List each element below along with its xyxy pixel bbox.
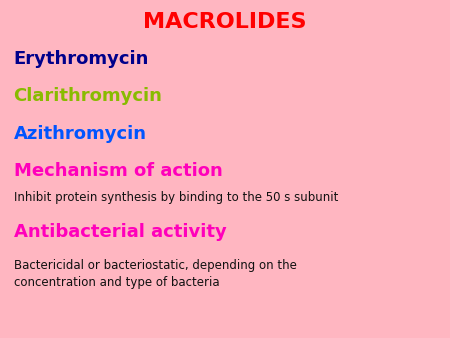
Text: Inhibit protein synthesis by binding to the 50 s subunit: Inhibit protein synthesis by binding to … — [14, 191, 338, 204]
Text: MACROLIDES: MACROLIDES — [143, 12, 307, 32]
Text: Antibacterial activity: Antibacterial activity — [14, 222, 226, 241]
Text: Clarithromycin: Clarithromycin — [14, 87, 162, 105]
Text: Erythromycin: Erythromycin — [14, 50, 149, 68]
Text: Azithromycin: Azithromycin — [14, 124, 147, 143]
Text: Bactericidal or bacteriostatic, depending on the
concentration and type of bacte: Bactericidal or bacteriostatic, dependin… — [14, 259, 297, 289]
Text: Mechanism of action: Mechanism of action — [14, 162, 222, 180]
